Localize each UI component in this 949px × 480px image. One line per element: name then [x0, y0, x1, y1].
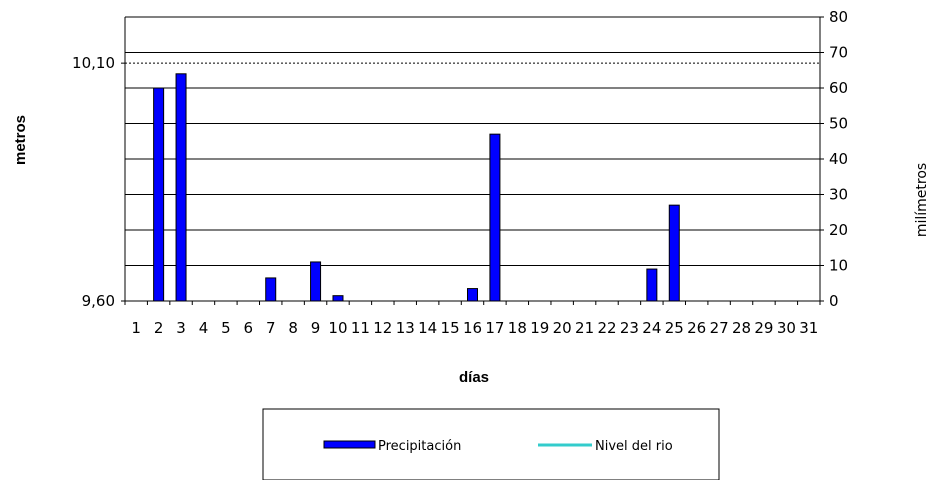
- x-tick-label: 18: [508, 319, 527, 337]
- x-tick-label: 29: [754, 319, 773, 337]
- right-tick-labels: 0 10 20 30 40 50 60 70 80: [829, 8, 848, 310]
- bar: [310, 261, 322, 302]
- x-tick-label: 17: [485, 319, 504, 337]
- right-tick-label: 20: [829, 221, 848, 239]
- x-tick-label: 8: [288, 319, 298, 337]
- x-tick-label: 26: [687, 319, 706, 337]
- x-tick-label: 10: [328, 319, 347, 337]
- x-tick-label: 6: [244, 319, 254, 337]
- x-tick-label: 1: [131, 319, 141, 337]
- x-tick-label: 21: [575, 319, 594, 337]
- x-tick-label: 19: [530, 319, 549, 337]
- x-tick-label: 22: [597, 319, 616, 337]
- x-tick-label: 25: [665, 319, 684, 337]
- bar: [153, 87, 165, 302]
- right-tick-label: 10: [829, 257, 848, 275]
- x-tick-label: 5: [221, 319, 231, 337]
- bar: [332, 295, 344, 302]
- x-tick-labels: 1 2 3 4 5 6 7 8 9 10 11 12 13 14 15 16 17 18 19 20 21 22 23 24 2…: [131, 319, 818, 337]
- x-tick-label: 3: [176, 319, 186, 337]
- bar: [646, 268, 658, 302]
- right-tick-label: 80: [829, 8, 848, 26]
- bar: [265, 277, 277, 302]
- x-tick-label: 7: [266, 319, 276, 337]
- legend: Precipitación Nivel del rio: [262, 408, 720, 480]
- bar: [467, 288, 478, 302]
- legend-swatch-precipitacion: [323, 440, 376, 449]
- x-tick-label: 30: [777, 319, 796, 337]
- x-tick-label: 31: [799, 319, 818, 337]
- x-tick-label: 16: [463, 319, 482, 337]
- x-tick-label: 9: [311, 319, 321, 337]
- x-tick-label: 13: [396, 319, 415, 337]
- x-tick-label: 24: [642, 319, 661, 337]
- right-tick-label: 40: [829, 150, 848, 168]
- axes: [121, 16, 824, 305]
- x-tick-label: 11: [351, 319, 370, 337]
- x-tick-label: 2: [154, 319, 164, 337]
- x-axis-title: días: [459, 369, 489, 386]
- left-tick-label: 9,60: [82, 292, 115, 310]
- x-tick-label: 28: [732, 319, 751, 337]
- x-tick-label: 4: [199, 319, 209, 337]
- right-tick-label: 50: [829, 115, 848, 133]
- x-tick-label: 20: [553, 319, 572, 337]
- gridlines: [125, 16, 820, 266]
- right-tick-label: 70: [829, 44, 848, 62]
- x-tick-label: 15: [441, 319, 460, 337]
- bar: [668, 204, 680, 302]
- x-tick-label: 14: [418, 319, 437, 337]
- bar: [489, 133, 501, 302]
- x-tick-label: 27: [710, 319, 729, 337]
- right-axis-title: milímetros: [914, 163, 930, 237]
- right-tick-label: 60: [829, 79, 848, 97]
- x-tick-label: 12: [373, 319, 392, 337]
- legend-label-nivel-del-rio: Nivel del rio: [595, 439, 673, 454]
- left-tick-label: 10,10: [72, 54, 115, 72]
- right-tick-label: 30: [829, 186, 848, 204]
- bar: [175, 73, 187, 302]
- x-tick-label: 23: [620, 319, 639, 337]
- legend-label-precipitacion: Precipitación: [378, 439, 461, 454]
- left-tick-labels: 9,60 10,10: [72, 54, 115, 310]
- right-tick-label: 0: [829, 292, 839, 310]
- left-axis-title: metros: [12, 115, 29, 165]
